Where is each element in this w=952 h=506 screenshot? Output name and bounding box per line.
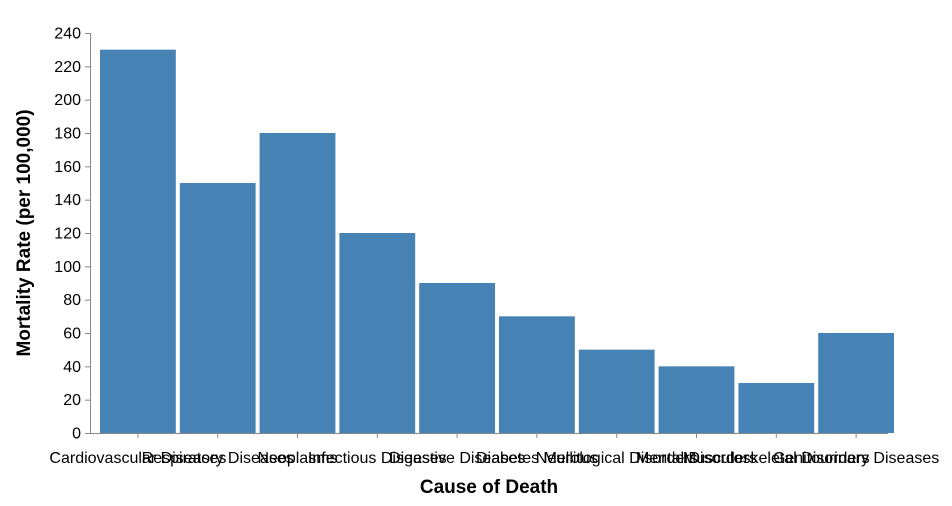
y-tick-label: 220 xyxy=(54,59,81,76)
y-tick-label: 200 xyxy=(54,92,81,109)
y-tick-label: 160 xyxy=(54,159,81,176)
x-tick-label: Neurological Disorders xyxy=(536,450,698,467)
y-tick-label: 40 xyxy=(63,359,81,376)
x-tick-label: Cardiovascular Diseases xyxy=(49,450,226,467)
y-tick-label: 20 xyxy=(63,392,81,409)
bars xyxy=(100,49,894,434)
bar-neurological-disorders xyxy=(578,349,655,433)
x-axis-title: Cause of Death xyxy=(420,477,558,498)
x-tick-label: Infectious Diseases xyxy=(308,450,447,467)
x-tick-label: Digestive Diseases xyxy=(389,450,525,467)
x-tick-label: Mental Disorders xyxy=(636,450,757,467)
x-tick-label: Respiratory Diseases xyxy=(142,450,294,467)
bar-musculoskeletal-disorders xyxy=(738,383,815,433)
bar-infectious-diseases xyxy=(339,233,416,433)
y-tick-label: 60 xyxy=(63,326,81,343)
x-tick-label: Musculoskeletal Disorders xyxy=(683,450,870,467)
bar-cardiovascular-diseases xyxy=(100,49,176,434)
y-tick-label: 100 xyxy=(54,259,81,276)
bar-diabetes-mellitus xyxy=(499,316,575,433)
bar-genitourinary-diseases xyxy=(818,333,894,433)
bar-mental-disorders xyxy=(658,366,735,433)
bar-neoplasms xyxy=(259,133,336,433)
x-tick-label: Genitourinary Diseases xyxy=(773,450,939,467)
y-tick-label: 140 xyxy=(54,192,81,209)
y-axis-title: Mortality Rate (per 100,000) xyxy=(14,109,35,356)
x-tick-label: Neoplasms xyxy=(257,450,337,467)
bar-respiratory-diseases xyxy=(179,183,256,433)
bar-digestive-diseases xyxy=(419,283,495,433)
y-tick-label: 120 xyxy=(54,226,81,243)
x-tick-label: Diabetes Mellitus xyxy=(476,450,598,467)
y-tick-label: 0 xyxy=(72,426,81,443)
y-axis-ticks: 0 20 40 60 80 100 120 140 160 180 200 220 240 xyxy=(54,26,90,443)
y-tick-label: 80 xyxy=(63,292,81,309)
y-tick-label: 180 xyxy=(54,126,81,143)
y-tick-label: 240 xyxy=(54,26,81,43)
